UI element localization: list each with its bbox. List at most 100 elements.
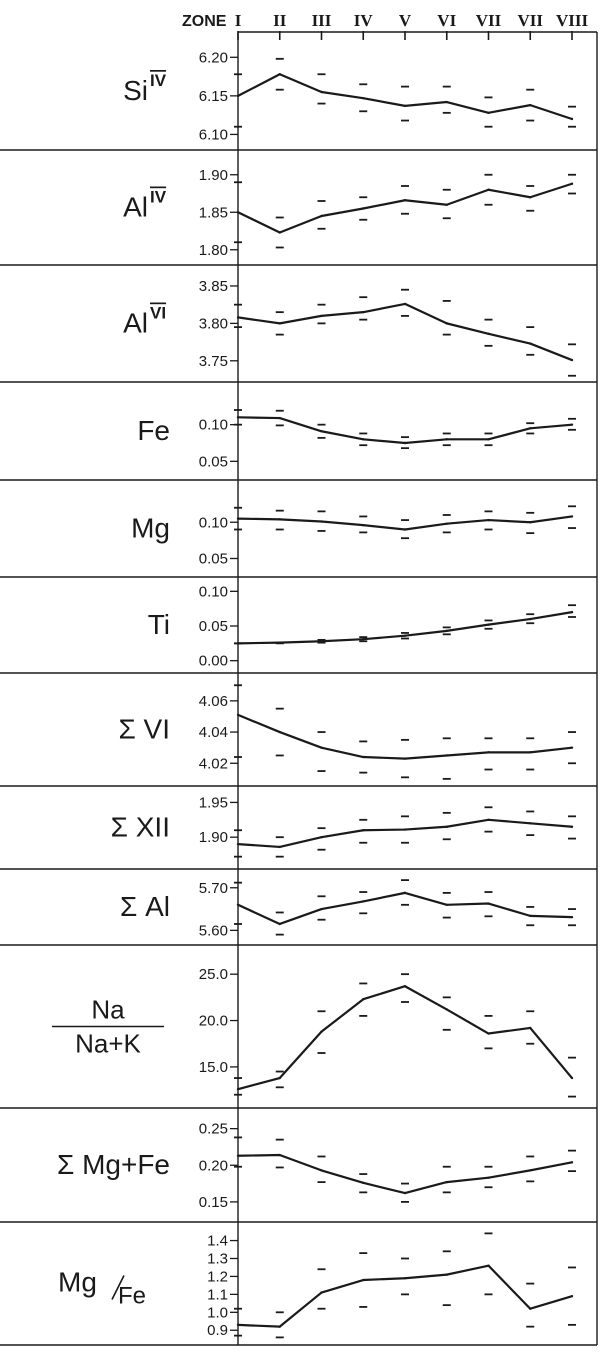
series-point <box>403 828 407 831</box>
y-tick-label: 5.70 <box>199 880 228 897</box>
series-point <box>529 1026 532 1030</box>
panel-si: 6.20 6.15 6.10 Si IV <box>0 32 597 151</box>
series-point <box>445 522 448 525</box>
zone-label-1: I <box>235 11 242 30</box>
series-point <box>236 517 240 520</box>
y-tick-label: 1.95 <box>199 794 228 811</box>
zone-label-5: V <box>399 11 412 30</box>
y-tick-label: 0.05 <box>199 618 228 635</box>
panel-ti: 0.10 0.05 0.00 Ti <box>0 577 597 674</box>
series-point <box>403 1277 407 1280</box>
panel-label: Si <box>123 75 148 106</box>
series-point <box>529 342 532 345</box>
series-line <box>237 302 573 362</box>
series-line <box>237 515 573 531</box>
series-point <box>529 822 532 825</box>
series-point <box>403 302 407 306</box>
series-point <box>362 438 365 441</box>
panel-label: Mg <box>131 513 170 544</box>
series-point <box>403 528 407 531</box>
panel-label: Σ XII <box>111 812 170 843</box>
panel-label-numerator: Mg <box>58 1267 97 1298</box>
panel-label: Al <box>123 192 148 223</box>
y-tick-label: 1.1 <box>207 1286 228 1303</box>
series-point <box>278 231 281 234</box>
y-tick-label: 1.90 <box>199 829 228 846</box>
series-point <box>487 623 490 626</box>
series-point <box>320 1169 323 1172</box>
series-point <box>320 640 323 643</box>
series-point <box>487 1176 490 1179</box>
series-point <box>362 755 365 759</box>
series-point <box>403 891 407 895</box>
zone-header-label: ZONE <box>182 13 227 30</box>
panel-label: Fe <box>137 415 170 446</box>
series-point <box>529 751 532 754</box>
panel-label: Al <box>123 308 148 339</box>
series-point <box>362 998 365 1001</box>
series-point <box>570 1076 574 1080</box>
y-tick-label: 5.60 <box>199 922 228 939</box>
series-point <box>445 322 448 325</box>
y-tick-label: 0.15 <box>199 1194 228 1211</box>
panel-na: 25.0 20.0 15.0 Na Na+K <box>0 945 597 1109</box>
series-point <box>487 438 490 441</box>
series-point <box>362 829 365 832</box>
series-point <box>529 521 532 524</box>
series-point <box>320 430 323 433</box>
y-tick-label: 25.0 <box>199 966 228 983</box>
panel-al4: 1.90 1.85 1.80 Al IV <box>0 150 597 266</box>
series-point <box>445 754 448 757</box>
series-point <box>570 358 574 362</box>
series-point <box>445 1008 448 1011</box>
series-point <box>278 1076 281 1080</box>
series-point <box>529 1169 532 1172</box>
panel-label: Ti <box>148 609 170 640</box>
series-point <box>320 1291 323 1294</box>
series-point <box>570 825 574 828</box>
series-point <box>278 845 281 849</box>
series-line <box>237 713 573 760</box>
y-tick-label: 1.2 <box>207 1268 228 1285</box>
series-point <box>278 730 281 734</box>
y-tick-label: 1.4 <box>207 1233 228 1250</box>
series-point <box>278 1325 281 1328</box>
panel-fe: 0.10 0.05 Fe <box>0 382 597 481</box>
series-point <box>362 96 365 100</box>
series-point <box>320 1030 323 1033</box>
y-tick-label: 0.9 <box>207 1322 228 1339</box>
panel-sum12: 1.95 1.90 Σ XII <box>0 786 597 870</box>
series-point <box>445 1273 448 1276</box>
series-point <box>487 1032 490 1035</box>
panel-label-denominator: Fe <box>118 1283 146 1310</box>
panel-sum6: 4.06 4.04 4.02 Σ VI <box>0 673 597 787</box>
series-point <box>403 441 407 445</box>
panel-label-superscript: VI <box>150 304 166 323</box>
series-point <box>278 73 281 76</box>
series-point <box>445 825 448 828</box>
y-tick-label: 3.80 <box>199 315 228 332</box>
panel-mg: 0.10 0.05 Mg <box>0 480 597 578</box>
series-line <box>237 73 573 121</box>
series-point <box>570 117 574 121</box>
series-point <box>278 641 281 644</box>
panel-al6: 3.85 3.80 3.75 Al VI <box>0 265 597 383</box>
series-point <box>362 1181 365 1185</box>
y-tick-label: 1.90 <box>199 167 228 184</box>
y-tick-label: 0.10 <box>199 417 228 434</box>
panel-label-superscript: IV <box>150 71 167 90</box>
series-point <box>529 617 532 621</box>
panel-label-numerator: Na <box>91 995 125 1025</box>
series-point <box>445 629 448 633</box>
series-line <box>237 1153 573 1195</box>
series-point <box>320 314 323 318</box>
panel-label: Σ Mg+Fe <box>57 1149 170 1180</box>
y-tick-label: 0.05 <box>199 453 228 470</box>
y-tick-label: 0.20 <box>199 1157 228 1174</box>
series-point <box>236 316 240 319</box>
y-tick-label: 20.0 <box>199 1013 228 1030</box>
y-tick-label: 6.10 <box>199 126 228 143</box>
y-tick-label: 0.05 <box>199 551 228 568</box>
series-point <box>362 207 365 210</box>
series-point <box>529 427 532 430</box>
